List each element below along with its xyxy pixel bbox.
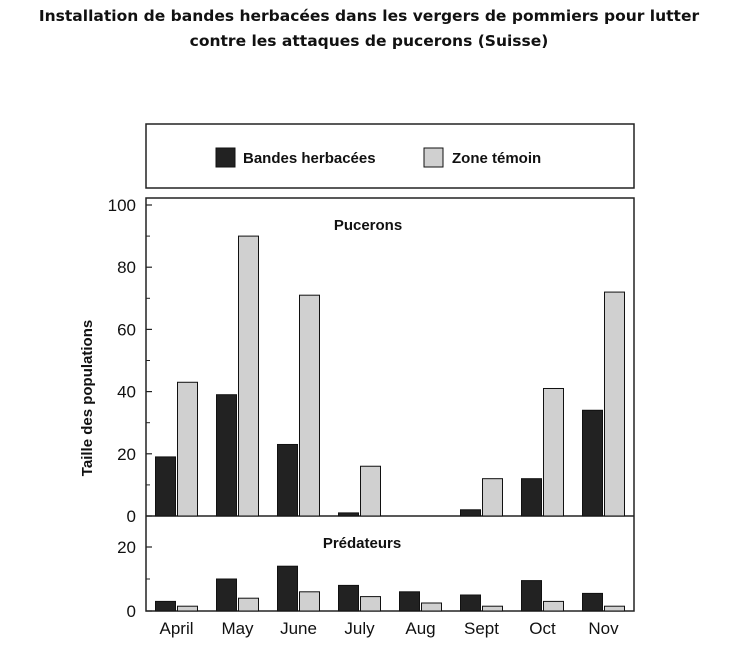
- bar-pucerons-temoin-may: [238, 235, 259, 517]
- page-title: Installation de bandes herbacées dans le…: [0, 4, 738, 54]
- panel-label-pucerons: Pucerons: [334, 217, 402, 234]
- bar-predateurs-bandes-sept: [460, 594, 481, 612]
- title-line-1: Installation de bandes herbacées dans le…: [38, 7, 700, 25]
- y-axis-label: Taille des populations: [79, 320, 96, 476]
- legend-swatch-bandes: [215, 147, 236, 168]
- x-tick-label: July: [344, 619, 375, 638]
- x-tick-label: May: [221, 619, 254, 638]
- y-tick-label: 20: [117, 445, 136, 464]
- bar-predateurs-bandes-nov: [582, 592, 603, 612]
- y-ticks-predateurs: 0 20: [117, 538, 152, 621]
- bar-pucerons-temoin-sept: [482, 478, 503, 517]
- y-tick-label: 80: [117, 258, 136, 277]
- bar-predateurs-temoin-aug: [421, 602, 442, 612]
- y-tick-label: 40: [117, 383, 136, 402]
- y-tick-label: 60: [117, 320, 136, 339]
- x-tick-label: Oct: [529, 619, 556, 638]
- bar-pucerons-temoin-june: [299, 294, 320, 517]
- y-tick-label: 0: [127, 602, 136, 621]
- bar-pucerons-bandes-july: [338, 512, 359, 517]
- title-line-2: contre les attaques de pucerons (Suisse): [189, 32, 549, 50]
- bar-pucerons-bandes-oct: [521, 478, 542, 517]
- x-tick-labels: April May June July Aug Sept Oct Nov: [159, 619, 619, 638]
- bar-predateurs-bandes-may: [216, 578, 237, 612]
- bar-pucerons-temoin-nov: [604, 291, 625, 517]
- x-tick-label: April: [159, 619, 193, 638]
- bar-predateurs-bandes-july: [338, 584, 359, 612]
- x-tick-label: Sept: [464, 619, 499, 638]
- bar-pucerons-temoin-oct: [543, 387, 564, 517]
- bar-pucerons-bandes-nov: [582, 409, 603, 517]
- y-tick-label: 20: [117, 538, 136, 557]
- bar-predateurs-temoin-sept: [482, 605, 503, 612]
- bar-pucerons-bandes-sept: [460, 509, 481, 517]
- legend-label-temoin: Zone témoin: [452, 150, 541, 167]
- x-tick-label: Aug: [405, 619, 435, 638]
- bar-pucerons-bandes-june: [277, 443, 298, 517]
- bar-predateurs-bandes-oct: [521, 580, 542, 612]
- bar-predateurs-temoin-nov: [604, 605, 625, 612]
- y-tick-label: 0: [127, 507, 136, 526]
- bar-predateurs-bandes-aug: [399, 591, 420, 612]
- panel-label-predateurs: Prédateurs: [323, 535, 401, 552]
- bars-predateurs: [155, 565, 625, 612]
- bar-pucerons-bandes-may: [216, 394, 237, 517]
- bar-predateurs-temoin-april: [177, 605, 198, 612]
- bar-predateurs-bandes-june: [277, 565, 298, 612]
- bar-pucerons-temoin-april: [177, 381, 198, 517]
- plot-frame: [145, 197, 635, 612]
- legend-label-bandes: Bandes herbacées: [243, 150, 376, 167]
- legend-swatch-temoin: [423, 147, 444, 168]
- y-tick-label: 100: [108, 196, 136, 215]
- x-tick-label: Nov: [588, 619, 619, 638]
- y-ticks-pucerons: 0 20 40 60 80 100: [108, 196, 152, 526]
- bars-pucerons: [155, 235, 625, 517]
- bar-pucerons-bandes-april: [155, 456, 176, 517]
- x-tick-label: June: [280, 619, 317, 638]
- bar-predateurs-temoin-oct: [543, 600, 564, 612]
- bar-pucerons-temoin-july: [360, 465, 381, 517]
- bar-predateurs-temoin-june: [299, 591, 320, 612]
- bar-predateurs-temoin-may: [238, 597, 259, 612]
- bar-predateurs-bandes-april: [155, 600, 176, 612]
- bar-predateurs-temoin-july: [360, 596, 381, 612]
